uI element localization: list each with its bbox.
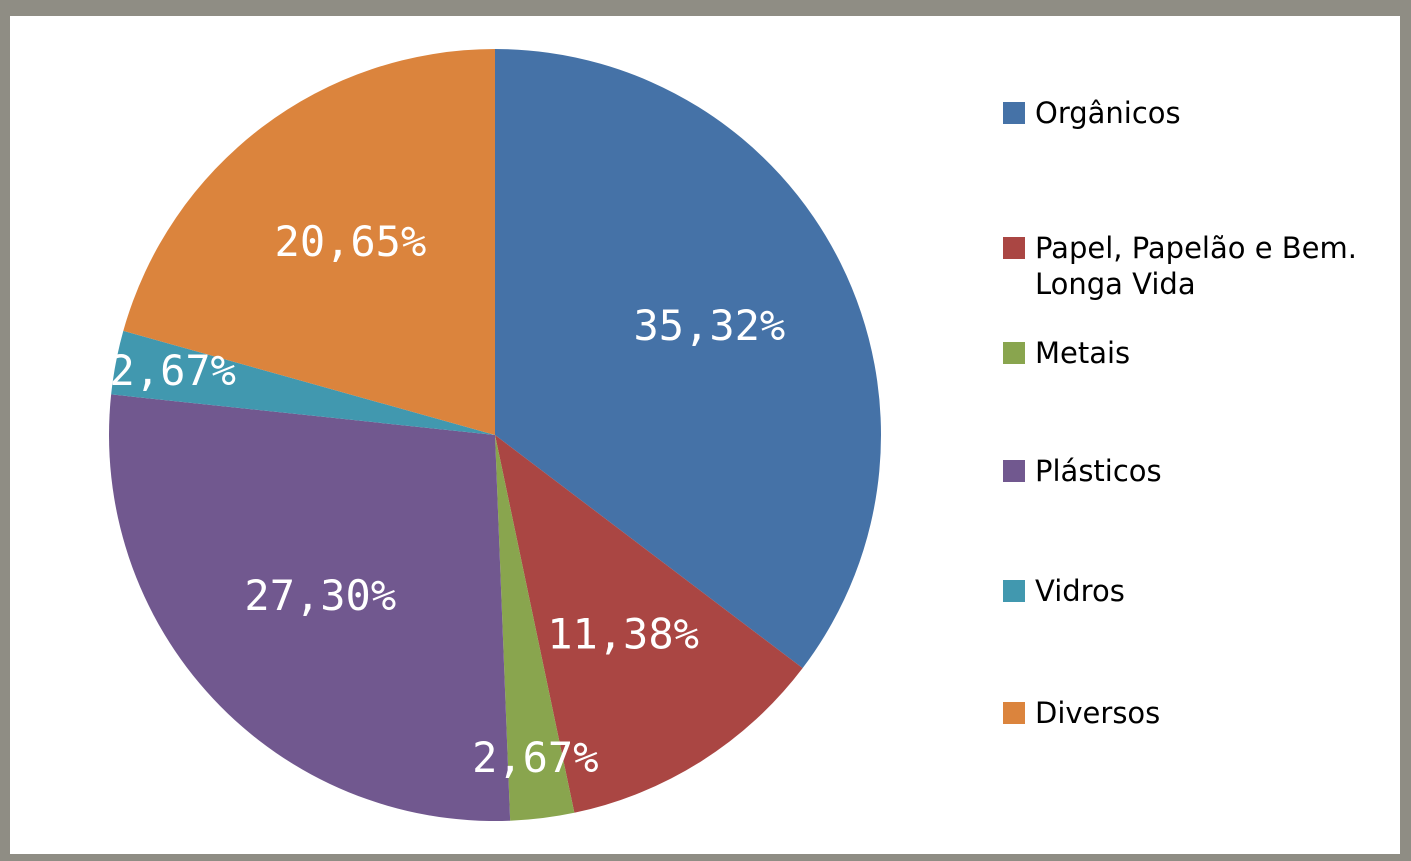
pie-slice <box>123 49 495 435</box>
data-label: 2,67% <box>110 346 236 395</box>
legend-item: Metais <box>1003 335 1383 371</box>
legend-item: Plásticos <box>1003 453 1383 489</box>
legend-label: Metais <box>1035 336 1131 370</box>
pie-slice <box>495 435 803 813</box>
legend-label: Diversos <box>1035 696 1161 730</box>
pie-slice <box>108 394 511 821</box>
data-label: 27,30% <box>244 571 396 620</box>
legend-item: Diversos <box>1003 695 1383 731</box>
legend-swatch <box>1003 102 1025 124</box>
legend-item: Papel, Papelão e Bem. Longa Vida <box>1003 230 1383 302</box>
legend-label: Papel, Papelão e Bem. Longa Vida <box>1035 231 1357 301</box>
legend-item: Orgânicos <box>1003 95 1383 131</box>
data-label: 35,32% <box>633 301 785 350</box>
data-label: 20,65% <box>275 217 427 266</box>
legend-label: Orgânicos <box>1035 96 1181 130</box>
legend-label: Plásticos <box>1035 454 1162 488</box>
legend-swatch <box>1003 342 1025 364</box>
pie-slice <box>495 435 575 821</box>
data-label: 2,67% <box>472 733 598 782</box>
legend-swatch <box>1003 237 1025 259</box>
data-label: 11,38% <box>547 610 699 659</box>
legend-swatch <box>1003 580 1025 602</box>
legend-label: Vidros <box>1035 574 1125 608</box>
pie-slice <box>495 49 881 669</box>
legend-swatch <box>1003 702 1025 724</box>
legend-item: Vidros <box>1003 573 1383 609</box>
legend-swatch <box>1003 460 1025 482</box>
pie-slice <box>111 330 496 435</box>
